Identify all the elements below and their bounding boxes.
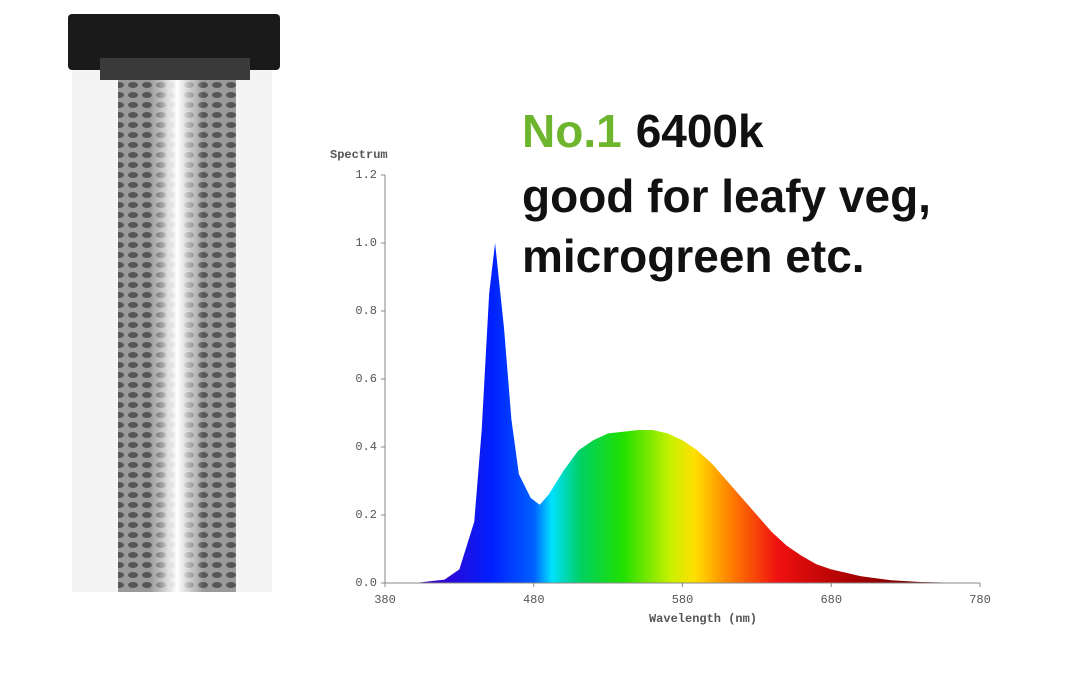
x-axis-label: Wavelength (nm) bbox=[649, 612, 757, 626]
annotation: microgreen etc. bbox=[522, 230, 865, 282]
y-tick-label: 1.0 bbox=[355, 236, 377, 250]
x-tick-label: 580 bbox=[672, 593, 694, 607]
annotation: good for leafy veg, bbox=[522, 170, 931, 222]
y-axis-label: Spectrum bbox=[330, 148, 388, 162]
y-tick-label: 0.2 bbox=[355, 508, 377, 522]
x-tick-label: 780 bbox=[969, 593, 991, 607]
lamp-image bbox=[68, 14, 280, 592]
x-tick-label: 680 bbox=[820, 593, 842, 607]
y-tick-label: 1.2 bbox=[355, 168, 377, 182]
highlight: No.1 bbox=[522, 105, 622, 157]
spectrum-area bbox=[385, 243, 980, 583]
annotation: No.1 6400k bbox=[522, 105, 764, 157]
y-tick-label: 0.4 bbox=[355, 440, 377, 454]
y-tick-label: 0.0 bbox=[355, 576, 377, 590]
y-tick-label: 0.6 bbox=[355, 372, 377, 386]
annotation-text: 6400k bbox=[636, 105, 764, 157]
x-tick-label: 380 bbox=[374, 593, 396, 607]
plot: 0.0 0.2 0.4 0.6 0.8 1.0 1.2 380 480 580 680 780 bbox=[355, 168, 990, 607]
x-tick-label: 480 bbox=[523, 593, 545, 607]
y-tick-label: 0.8 bbox=[355, 304, 377, 318]
